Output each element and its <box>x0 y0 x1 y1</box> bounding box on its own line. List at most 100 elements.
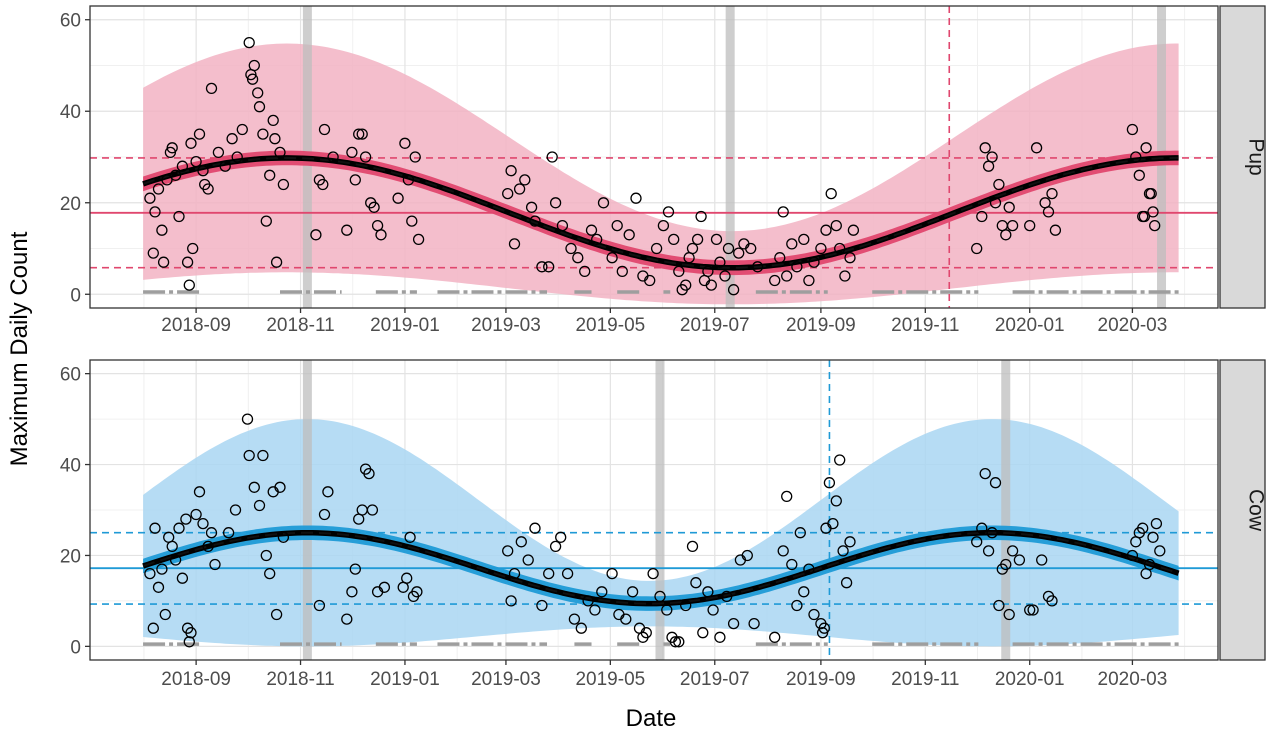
data-point <box>721 590 733 603</box>
data-point <box>786 558 798 571</box>
data-point <box>844 252 856 264</box>
data-point <box>264 169 276 181</box>
data-point <box>823 477 836 489</box>
data-point <box>606 252 618 264</box>
data-point <box>1130 151 1142 163</box>
data-point <box>1140 142 1152 154</box>
data-point <box>657 219 670 232</box>
data-point <box>606 567 618 580</box>
data-point <box>1036 554 1048 566</box>
data-point <box>971 242 983 255</box>
data-point <box>986 527 998 539</box>
data-point <box>705 279 717 291</box>
data-points <box>144 36 1161 296</box>
data-point <box>818 622 830 634</box>
data-point <box>1147 531 1159 543</box>
data-point <box>529 215 541 227</box>
data-point <box>820 224 832 236</box>
data-point <box>686 540 699 553</box>
facet-strip <box>1219 359 1266 661</box>
data-point <box>781 490 793 503</box>
data-point <box>794 527 806 539</box>
data-point <box>623 229 635 241</box>
data-point <box>1013 554 1026 566</box>
data-point <box>840 577 853 589</box>
data-point <box>808 608 820 621</box>
data-point <box>1147 206 1159 218</box>
data-point <box>318 123 331 136</box>
data-point <box>719 270 731 282</box>
data-point <box>253 101 266 113</box>
data-point <box>402 174 415 186</box>
data-point <box>722 242 735 255</box>
data-point <box>714 631 726 643</box>
data-point <box>1027 604 1039 616</box>
data-point <box>582 595 594 607</box>
x-tick-label: 2018-09 <box>161 315 231 336</box>
data-point <box>620 613 632 625</box>
facet-strip-label: Pup <box>1245 138 1266 175</box>
data-point <box>173 522 185 534</box>
data-point <box>834 242 846 255</box>
x-tick-label: 2018-09 <box>161 669 231 690</box>
y-tick-label: 20 <box>60 546 81 567</box>
data-point <box>277 531 290 543</box>
data-point <box>668 233 680 246</box>
data-point <box>1000 558 1012 571</box>
x-tick-label: 2020-01 <box>995 669 1065 690</box>
data-point <box>662 206 675 218</box>
panel-border <box>89 359 1219 661</box>
data-point <box>318 508 331 521</box>
data-point <box>616 265 628 278</box>
data-point <box>236 123 248 136</box>
data-point <box>144 192 156 204</box>
data-point <box>1150 517 1163 530</box>
data-point <box>166 142 178 154</box>
data-point <box>181 256 194 268</box>
data-point <box>522 554 534 566</box>
data-point <box>741 549 753 562</box>
data-point <box>346 146 358 159</box>
data-point <box>202 540 214 553</box>
data-point <box>401 572 413 584</box>
data-point <box>774 252 786 264</box>
prediction-ribbon <box>143 43 1179 305</box>
y-tick-label: 20 <box>60 194 81 215</box>
y-tick-label: 40 <box>60 102 81 123</box>
data-point <box>546 151 558 163</box>
data-point <box>971 536 983 548</box>
data-point <box>751 261 764 273</box>
data-point <box>310 229 322 241</box>
x-tick-label: 2019-07 <box>680 315 750 336</box>
data-point <box>791 599 803 612</box>
data-point <box>839 270 851 282</box>
x-tick-label: 2019-09 <box>786 315 856 336</box>
data-point <box>803 274 815 287</box>
data-point <box>147 247 159 259</box>
data-point <box>727 284 740 296</box>
data-point <box>1138 210 1151 223</box>
data-point <box>1003 608 1015 621</box>
data-point <box>529 522 541 534</box>
data-point <box>565 242 577 255</box>
data-point <box>317 178 329 191</box>
data-point <box>349 174 361 186</box>
data-point <box>556 219 569 232</box>
data-point <box>1006 219 1019 232</box>
data-point <box>830 495 842 507</box>
data-point <box>264 567 276 580</box>
x-tick-label: 2019-11 <box>891 669 959 690</box>
data-point <box>226 133 238 145</box>
data-point <box>1042 206 1055 218</box>
data-point <box>680 279 692 291</box>
data-point <box>733 247 745 259</box>
data-point <box>176 572 189 584</box>
x-tick-label: 2018-11 <box>266 315 334 336</box>
data-point <box>611 219 623 232</box>
data-point <box>412 233 425 246</box>
x-tick-label: 2020-01 <box>995 315 1065 336</box>
data-point <box>270 608 283 621</box>
data-point <box>193 128 206 140</box>
data-point <box>176 160 189 172</box>
data-point <box>686 242 699 255</box>
